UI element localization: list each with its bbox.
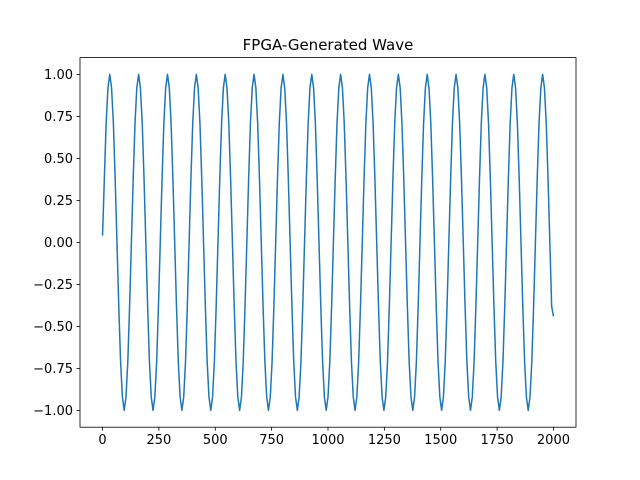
- x-tick-label: 500: [203, 433, 228, 448]
- y-tick-label: 1.00: [44, 68, 73, 83]
- x-tick-label: 250: [146, 433, 171, 448]
- y-tick-label: 0.00: [44, 236, 73, 251]
- y-tick-label: 0.75: [44, 110, 73, 125]
- y-tick-label: −0.75: [33, 362, 73, 377]
- x-tick-label: 1250: [368, 433, 401, 448]
- x-tick-label: 1750: [481, 433, 514, 448]
- y-tick-label: −1.00: [33, 404, 73, 419]
- wave-line: [101, 73, 555, 412]
- y-tick-label: 0.25: [44, 194, 73, 209]
- x-tick-label: 750: [259, 433, 284, 448]
- x-tick-label: 0: [98, 433, 106, 448]
- y-tick-label: −0.50: [33, 320, 73, 335]
- x-tick-label: 2000: [537, 433, 570, 448]
- y-tick-label: −0.25: [33, 278, 73, 293]
- axes-frame: [79, 57, 577, 428]
- chart-title: FPGA-Generated Wave: [243, 36, 414, 54]
- x-tick-label: 1000: [311, 433, 344, 448]
- y-tick-label: 0.50: [44, 152, 73, 167]
- x-tick-label: 1500: [424, 433, 457, 448]
